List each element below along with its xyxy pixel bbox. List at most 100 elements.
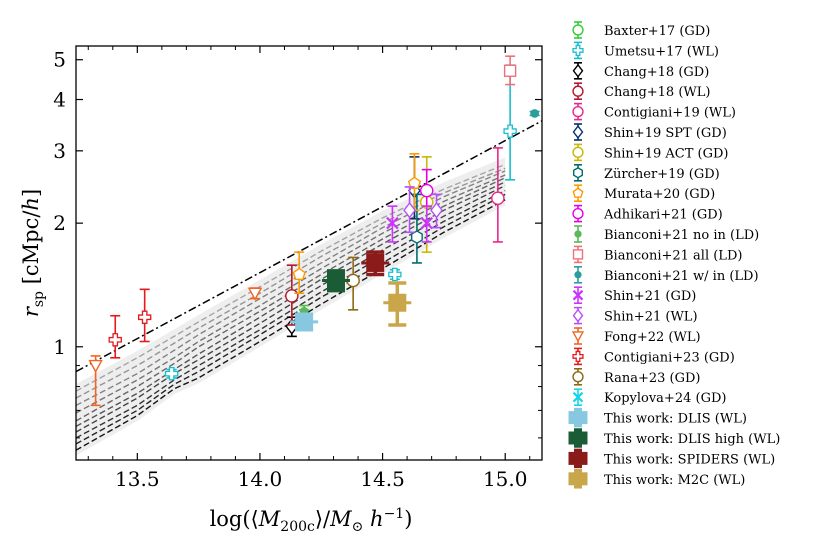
legend-label: Shin+19 SPT (GD) [604, 126, 727, 141]
legend-marker [573, 167, 583, 179]
legend-entry: Baxter+17 (GD) [572, 21, 710, 39]
legend-entry: Bianconi+21 no in (LD) [574, 225, 759, 243]
legend-marker [568, 472, 588, 486]
marker [388, 267, 402, 282]
data-point-shin-21-wl [403, 186, 416, 234]
legend-entry: Adhikari+21 (GD) [572, 204, 723, 223]
x-tick-label: 14.0 [238, 467, 283, 491]
marker [366, 253, 385, 272]
legend-marker [572, 44, 584, 56]
data-point-contigiani-23-gd [137, 288, 152, 343]
legend-marker [572, 350, 584, 362]
legend-marker [572, 85, 584, 97]
data-point-this-work-m2c-wl [383, 281, 412, 327]
marker [108, 333, 122, 347]
legend-marker [568, 451, 588, 465]
legend-entry: Contigiani+19 (WL) [572, 102, 736, 121]
legend-marker [572, 207, 584, 220]
marker [388, 293, 407, 312]
legend-entry: Bianconi+21 w/ in (LD) [574, 265, 759, 284]
legend-entry: Rana+23 (GD) [572, 367, 700, 386]
legend-marker [572, 308, 584, 323]
legend-entry: Chang+18 (GD) [572, 61, 709, 80]
legend-entry: Fong+22 (WL) [571, 327, 701, 345]
model-curve [76, 184, 506, 433]
legend-label: Murata+20 (GD) [604, 187, 715, 202]
legend-label: Shin+21 (GD) [604, 289, 696, 304]
marker [430, 201, 443, 219]
legend-entry: Contigiani+23 (GD) [572, 347, 735, 365]
marker [491, 191, 505, 205]
legend-label: This work: DLIS high (WL) [604, 432, 780, 447]
legend-marker [568, 431, 588, 445]
legend-label: Chang+18 (GD) [604, 65, 709, 80]
y-tick-label: 1 [53, 335, 66, 359]
legend-label: Kopylova+24 (GD) [604, 391, 726, 406]
legend-entry: Bianconi+21 all (LD) [572, 245, 742, 263]
legend-label: Fong+22 (WL) [604, 330, 701, 345]
data-point-bianconi-21-all-ld [503, 55, 517, 86]
data-point-shin-21-wl [430, 193, 443, 229]
data-point-umetsu-17-wl [388, 267, 402, 282]
data-point-this-work-spiders-wl [361, 250, 390, 277]
legend-entry: Chang+18 (WL) [572, 82, 710, 100]
data-point-rana-23-gd [346, 256, 360, 311]
legend-entry: Zürcher+19 (GD) [573, 164, 720, 182]
legend-marker [568, 411, 588, 425]
legend-marker [572, 371, 584, 383]
x-axis-title: log(⟨M200c⟩/M⊙ h−1) [210, 506, 413, 535]
data-point-fong-22-wl [88, 355, 103, 407]
y-tick-label: 3 [53, 139, 66, 163]
legend-label: Bianconi+21 all (LD) [604, 248, 742, 263]
legend-label: Baxter+17 (GD) [604, 24, 710, 39]
legend-marker [572, 187, 584, 198]
data-point-contigiani-19-wl [491, 147, 505, 243]
legend-entry: Murata+20 (GD) [572, 184, 715, 202]
marker [420, 216, 434, 230]
legend-entry: Shin+19 ACT (GD) [572, 143, 728, 161]
reference-line [76, 120, 542, 373]
legend-label: Bianconi+21 no in (LD) [604, 228, 759, 243]
legend-marker [572, 249, 584, 260]
legend-marker [572, 146, 584, 159]
data-point-shin-21-gd [386, 205, 399, 243]
legend-marker [572, 63, 584, 78]
legend-entry: Umetsu+17 (WL) [572, 41, 719, 59]
legend-marker [572, 24, 584, 36]
legend-marker [572, 391, 584, 403]
y-tick-label: 4 [53, 88, 66, 112]
y-axis-title: rsp [cMpc/h] [19, 189, 47, 317]
model-curve [76, 181, 506, 427]
marker [403, 201, 416, 219]
y-tick-label: 5 [53, 48, 66, 72]
legend-marker [572, 105, 584, 118]
marker [419, 183, 434, 198]
data-point-umetsu-17-wl [164, 366, 179, 381]
legend-marker [571, 331, 585, 343]
legend-entry: This work: DLIS high (WL) [568, 428, 780, 448]
marker [88, 359, 103, 374]
data-point-fong-22-wl [247, 287, 263, 301]
legend-label: Shin+19 ACT (GD) [604, 146, 728, 161]
data-point-shin-21-gd [420, 205, 434, 243]
legend-label: Zürcher+19 (GD) [604, 167, 720, 182]
marker [164, 366, 179, 381]
marker [410, 230, 423, 244]
model-scatter-band [76, 157, 506, 456]
legend-entry: Shin+19 SPT (GD) [572, 123, 727, 141]
x-tick-label: 15.0 [483, 467, 528, 491]
legend-label: Contigiani+23 (GD) [604, 350, 735, 365]
marker [247, 287, 263, 301]
legend: Baxter+17 (GD) Umetsu+17 (WL) Chang+18 (GD… [568, 21, 780, 489]
data-point-this-work-dlis-high-wl [321, 269, 350, 293]
legend-marker [574, 271, 582, 279]
marker [530, 109, 539, 118]
legend-label: Shin+21 (WL) [604, 310, 698, 325]
legend-label: Contigiani+19 (WL) [604, 106, 736, 121]
data-point-bianconi-21-w-in-ld [529, 109, 540, 118]
model-curve [76, 174, 506, 414]
model-curve [76, 177, 506, 422]
legend-label: Adhikari+21 (GD) [603, 208, 723, 223]
marker [386, 216, 399, 230]
